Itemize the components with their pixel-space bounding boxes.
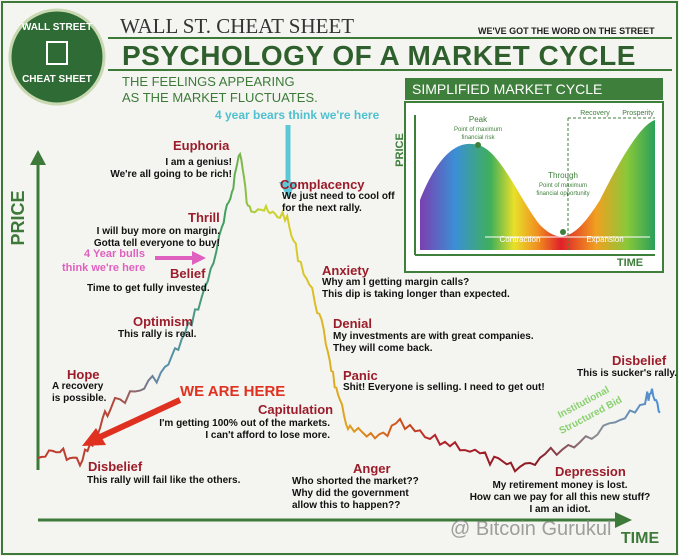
x-axis-label: TIME — [621, 530, 660, 547]
logo-text: CHEAT SHEET — [22, 74, 92, 85]
contraction-label: Contraction — [500, 235, 541, 244]
inset-x-label: TIME — [617, 257, 643, 269]
recovery-label: Recovery — [580, 110, 610, 117]
here-note: WE ARE HERE — [180, 383, 286, 400]
subtitle: THE FEELINGS APPEARING — [122, 74, 295, 89]
bears-note: 4 year bears think we're here — [215, 108, 380, 122]
title: PSYCHOLOGY OF A MARKET CYCLE — [122, 40, 636, 71]
stage-text: This rally is real. — [118, 329, 197, 340]
stage-text: for the next rally. — [282, 203, 362, 214]
expansion-label: Expansion — [586, 235, 623, 244]
stage-text: How can we pay for all this new stuff? — [469, 492, 651, 503]
stage-text: Who shorted the market?? — [292, 476, 419, 487]
price-curve — [37, 151, 661, 473]
trough-note: Point of maximum — [539, 183, 587, 189]
stage-text: This rally will fail like the others. — [87, 475, 241, 486]
inset-area — [420, 120, 655, 250]
arrow — [98, 397, 182, 440]
subtitle: AS THE MARKET FLUCTUATES. — [122, 90, 318, 105]
stage-text: We're all going to be rich! — [110, 169, 232, 180]
stage-name: Disbelief — [612, 353, 667, 368]
stage-text: allow this to happen?? — [292, 500, 401, 511]
stage-text: Why am I getting margin calls? — [322, 277, 470, 288]
stage-text: Gotta tell everyone to buy! — [93, 238, 220, 249]
stage-text: I am a genius! — [165, 157, 232, 168]
peak-label: Peak — [469, 115, 488, 124]
stage-name: Denial — [333, 316, 373, 331]
logo — [8, 8, 106, 106]
logo-text: WALL STREET — [22, 22, 92, 33]
stage-text: I am an idiot. — [529, 504, 591, 515]
brand: WALL ST. CHEAT SHEET — [120, 14, 355, 38]
tagline: WE'VE GOT THE WORD ON THE STREET — [478, 26, 655, 36]
arrow — [82, 428, 106, 446]
peak-note: financial risk — [461, 135, 495, 141]
stage-text: They will come back. — [333, 343, 433, 354]
stage-name: Anxiety — [322, 263, 369, 278]
stage-name: Capitulation — [258, 402, 334, 417]
stage-text: This dip is taking longer than expected. — [322, 289, 510, 300]
stage-name: Thrill — [188, 210, 220, 225]
stage-text: A recovery — [52, 381, 104, 392]
stage-text: Shit! Everyone is selling. I need to get… — [343, 382, 545, 393]
logo-icon — [46, 41, 68, 65]
trough-label: Through — [548, 171, 578, 180]
stage-name: Depression — [555, 464, 626, 479]
stage-text: I'm getting 100% out of the markets. — [159, 418, 330, 429]
peak-dot — [475, 142, 481, 148]
peak-note: Point of maximum — [454, 127, 502, 133]
stage-name: Complacency — [280, 177, 365, 192]
stage-text: My retirement money is lost. — [492, 480, 628, 491]
stage-text: I will buy more on margin. — [96, 226, 220, 237]
bulls-note: 4 Year bulls — [84, 248, 145, 260]
stage-name: Disbelief — [88, 459, 143, 474]
stage-name: Anger — [353, 461, 391, 476]
arrow — [615, 512, 632, 528]
prosperity-label: Prosperity — [622, 110, 654, 117]
y-axis-label: PRICE — [8, 190, 28, 245]
inset-y-label: PRICE — [394, 133, 406, 167]
stage-name: Euphoria — [173, 138, 230, 153]
watermark: @ Bitcoin Gurukul — [450, 518, 612, 540]
stage-text: Why did the government — [292, 488, 409, 499]
arrow — [192, 251, 206, 265]
stage-name: Hope — [67, 367, 100, 382]
stage-name: Panic — [343, 368, 378, 383]
stage-text: This is sucker's rally. — [577, 368, 678, 379]
stage-name: Belief — [170, 266, 206, 281]
inset-title: SIMPLIFIED MARKET CYCLE — [412, 81, 603, 97]
arrow — [279, 182, 297, 198]
inset-title-box — [405, 78, 663, 100]
stage-text: We just need to cool off — [282, 191, 395, 202]
trough-dot — [560, 229, 566, 235]
stage-text: is possible. — [52, 393, 107, 404]
stage-text: My investments are with great companies. — [333, 331, 534, 342]
stage-name: Optimism — [133, 314, 193, 329]
arrow — [30, 150, 46, 165]
bulls-note: think we're here — [62, 262, 146, 274]
trough-note: financial opportunity — [536, 191, 589, 197]
stage-text: I can't afford to lose more. — [205, 430, 330, 441]
stage-text: Time to get fully invested. — [87, 283, 210, 294]
